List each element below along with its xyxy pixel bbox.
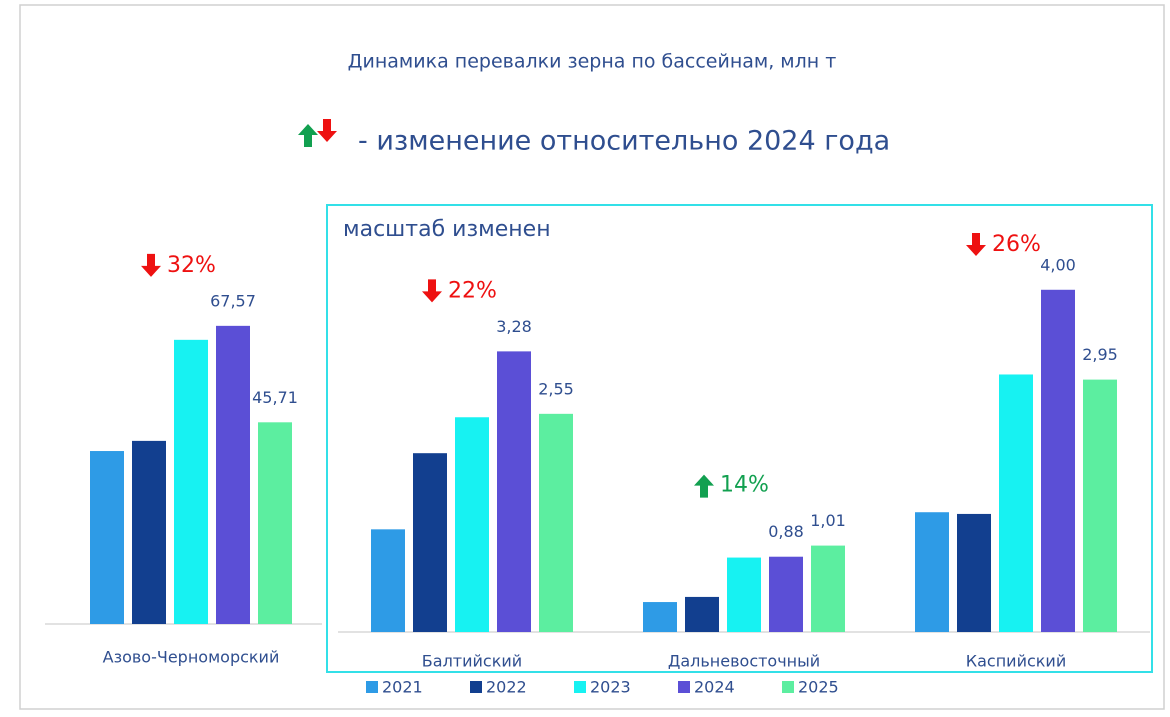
change-label: 14% [720,473,769,498]
data-label: 2,95 [1082,345,1118,364]
scale-note: масштаб изменен [343,217,551,242]
x-tick-label: Балтийский [422,652,522,671]
down-arrow-icon [317,119,337,142]
legend-label: 2024 [694,678,735,697]
bar [1083,379,1117,632]
bar [371,529,405,632]
bar [258,422,292,624]
x-tick-label: Дальневосточный [668,652,820,671]
legend-swatch [782,681,794,693]
legend-swatch [574,681,586,693]
data-label: 4,00 [1040,255,1076,274]
bar [769,556,803,632]
bar [497,351,531,632]
scale-box [326,204,1153,673]
x-tick-label: Азово-Черноморский [103,648,280,667]
legend-label: 2023 [590,678,631,697]
subtitle: - изменение относительно 2024 года [358,126,890,157]
bar [132,440,166,624]
legend-label: 2022 [486,678,527,697]
chart-title: Динамика перевалки зерна по бассейнам, м… [348,51,837,73]
bar [643,602,677,632]
bar [174,339,208,624]
bar [999,374,1033,632]
down-arrow [141,253,161,277]
bar [90,451,124,624]
data-label: 0,88 [768,522,804,541]
bar [727,557,761,632]
bar [1041,289,1075,632]
bar [811,545,845,632]
up-arrow [694,474,714,498]
down-arrow [966,233,986,256]
legend-swatch [366,681,378,693]
down-arrow [422,279,442,303]
legend-swatch [678,681,690,693]
up-arrow-icon [298,124,318,147]
bar [455,417,489,632]
bar [915,512,949,632]
change-label: 26% [992,232,1041,257]
data-label: 67,57 [210,291,256,310]
legend-label: 2025 [798,678,839,697]
bar [957,513,991,632]
bar [413,453,447,632]
data-label: 2,55 [538,379,574,398]
bar [216,325,250,624]
x-tick-label: Каспийский [966,652,1066,671]
data-label: 1,01 [810,511,846,530]
change-label: 22% [448,278,497,303]
bar [685,596,719,632]
change-label: 32% [167,253,216,278]
data-label: 45,71 [252,388,298,407]
legend-swatch [470,681,482,693]
data-label: 3,28 [496,317,532,336]
legend-label: 2021 [382,678,423,697]
bar [539,413,573,632]
